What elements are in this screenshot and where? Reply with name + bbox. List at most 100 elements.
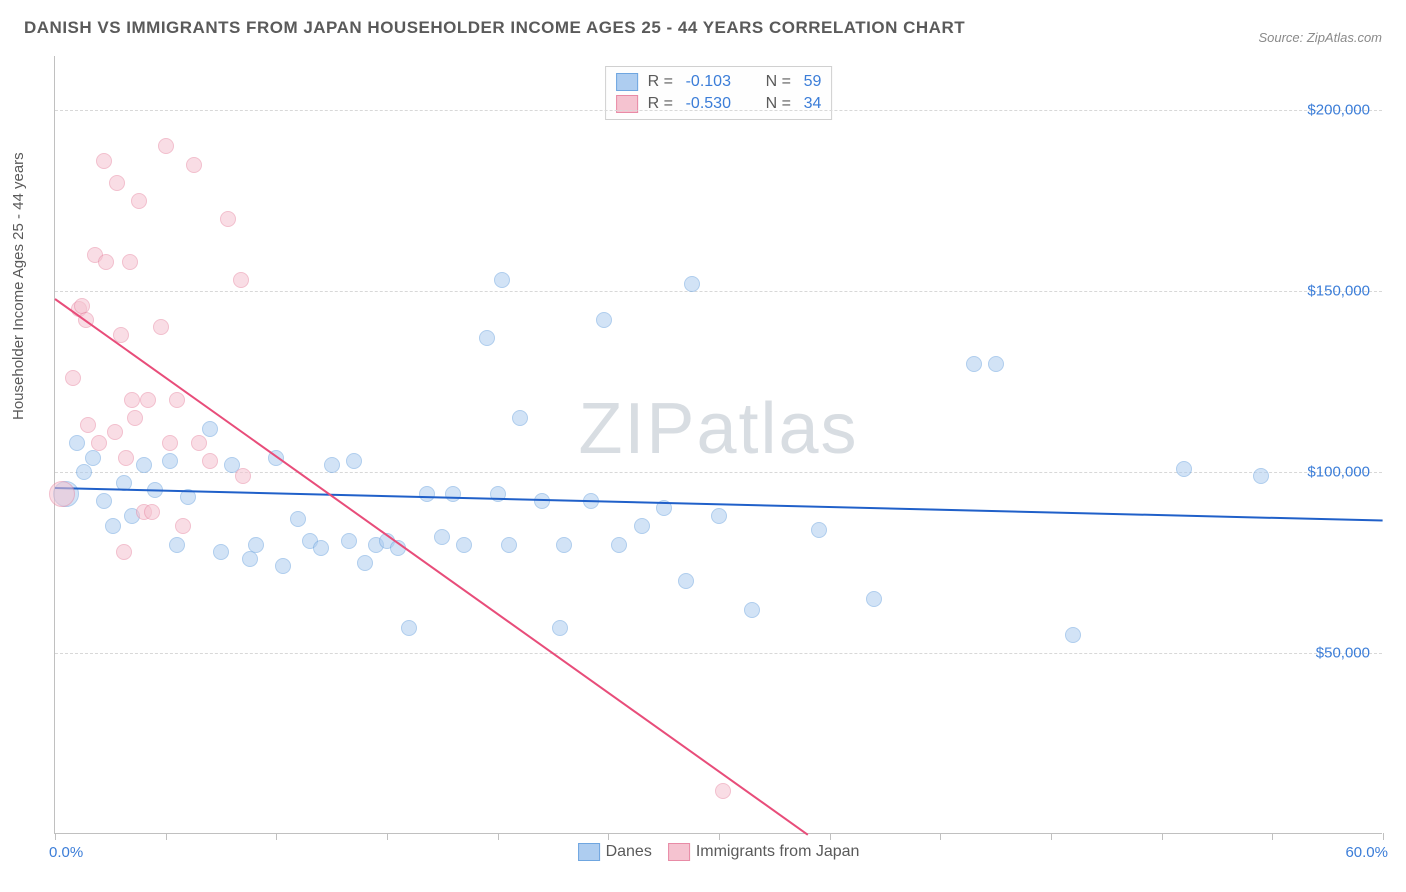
data-point bbox=[158, 138, 174, 154]
data-point bbox=[162, 435, 178, 451]
data-point bbox=[202, 453, 218, 469]
legend-n-value: 59 bbox=[804, 73, 822, 91]
data-point bbox=[479, 330, 495, 346]
x-tick bbox=[608, 833, 609, 840]
x-tick bbox=[55, 833, 56, 840]
data-point bbox=[220, 211, 236, 227]
data-point bbox=[744, 602, 760, 618]
data-point bbox=[169, 392, 185, 408]
data-point bbox=[275, 558, 291, 574]
legend-item: Danes bbox=[578, 843, 652, 861]
legend-series-label: Immigrants from Japan bbox=[696, 843, 860, 861]
data-point bbox=[109, 175, 125, 191]
data-point bbox=[1253, 468, 1269, 484]
data-point bbox=[162, 453, 178, 469]
data-point bbox=[866, 591, 882, 607]
gridline bbox=[55, 291, 1382, 292]
data-point bbox=[711, 508, 727, 524]
data-point bbox=[556, 537, 572, 553]
data-point bbox=[169, 537, 185, 553]
watermark-bold: ZIP bbox=[578, 389, 696, 469]
data-point bbox=[678, 573, 694, 589]
y-tick-label: $100,000 bbox=[1307, 464, 1370, 481]
data-point bbox=[107, 424, 123, 440]
data-point bbox=[127, 410, 143, 426]
x-tick bbox=[830, 833, 831, 840]
data-point bbox=[186, 157, 202, 173]
data-point bbox=[213, 544, 229, 560]
data-point bbox=[65, 370, 81, 386]
data-point bbox=[456, 537, 472, 553]
data-point bbox=[91, 435, 107, 451]
data-point bbox=[105, 518, 121, 534]
data-point bbox=[494, 272, 510, 288]
data-point bbox=[419, 486, 435, 502]
x-tick bbox=[1051, 833, 1052, 840]
data-point bbox=[122, 254, 138, 270]
watermark-thin: atlas bbox=[696, 389, 858, 469]
data-point bbox=[357, 555, 373, 571]
correlation-legend: R =-0.103N =59R =-0.530N =34 bbox=[605, 66, 833, 120]
data-point bbox=[596, 312, 612, 328]
legend-item: Immigrants from Japan bbox=[668, 843, 860, 861]
data-point bbox=[242, 551, 258, 567]
data-point bbox=[153, 319, 169, 335]
data-point bbox=[811, 522, 827, 538]
plot-area: ZIPatlas R =-0.103N =59R =-0.530N =34 Da… bbox=[54, 56, 1382, 834]
x-tick bbox=[719, 833, 720, 840]
data-point bbox=[98, 254, 114, 270]
data-point bbox=[76, 464, 92, 480]
data-point bbox=[715, 783, 731, 799]
y-axis-label: Householder Income Ages 25 - 44 years bbox=[10, 152, 27, 420]
data-point bbox=[118, 450, 134, 466]
legend-swatch bbox=[668, 843, 690, 861]
x-tick bbox=[1162, 833, 1163, 840]
watermark-text: ZIPatlas bbox=[578, 388, 858, 470]
data-point bbox=[235, 468, 251, 484]
data-point bbox=[191, 435, 207, 451]
data-point bbox=[341, 533, 357, 549]
x-tick bbox=[1383, 833, 1384, 840]
x-axis-max-label: 60.0% bbox=[1345, 844, 1388, 861]
y-tick-label: $150,000 bbox=[1307, 283, 1370, 300]
data-point bbox=[140, 392, 156, 408]
data-point bbox=[85, 450, 101, 466]
data-point bbox=[131, 193, 147, 209]
data-point bbox=[233, 272, 249, 288]
data-point bbox=[552, 620, 568, 636]
data-point bbox=[634, 518, 650, 534]
data-point bbox=[69, 435, 85, 451]
x-tick bbox=[387, 833, 388, 840]
data-point bbox=[313, 540, 329, 556]
legend-r-value: -0.103 bbox=[686, 73, 756, 91]
data-point bbox=[988, 356, 1004, 372]
data-point bbox=[136, 457, 152, 473]
data-point bbox=[96, 493, 112, 509]
data-point bbox=[124, 392, 140, 408]
series-legend: Danes Immigrants from Japan bbox=[578, 843, 860, 861]
data-point bbox=[80, 417, 96, 433]
gridline bbox=[55, 110, 1382, 111]
legend-row: R =-0.103N =59 bbox=[616, 71, 822, 93]
trend-line bbox=[54, 299, 808, 836]
legend-swatch bbox=[616, 73, 638, 91]
x-axis-min-label: 0.0% bbox=[49, 844, 83, 861]
legend-series-label: Danes bbox=[606, 843, 652, 861]
x-tick bbox=[498, 833, 499, 840]
data-point bbox=[248, 537, 264, 553]
y-tick-label: $200,000 bbox=[1307, 102, 1370, 119]
data-point bbox=[49, 481, 75, 507]
data-point bbox=[175, 518, 191, 534]
data-point bbox=[401, 620, 417, 636]
data-point bbox=[512, 410, 528, 426]
data-point bbox=[966, 356, 982, 372]
legend-swatch bbox=[578, 843, 600, 861]
data-point bbox=[611, 537, 627, 553]
data-point bbox=[1176, 461, 1192, 477]
data-point bbox=[501, 537, 517, 553]
x-tick bbox=[1272, 833, 1273, 840]
legend-row: R =-0.530N =34 bbox=[616, 93, 822, 115]
y-tick-label: $50,000 bbox=[1316, 645, 1370, 662]
x-tick bbox=[166, 833, 167, 840]
legend-stat-label: R = bbox=[648, 73, 676, 91]
